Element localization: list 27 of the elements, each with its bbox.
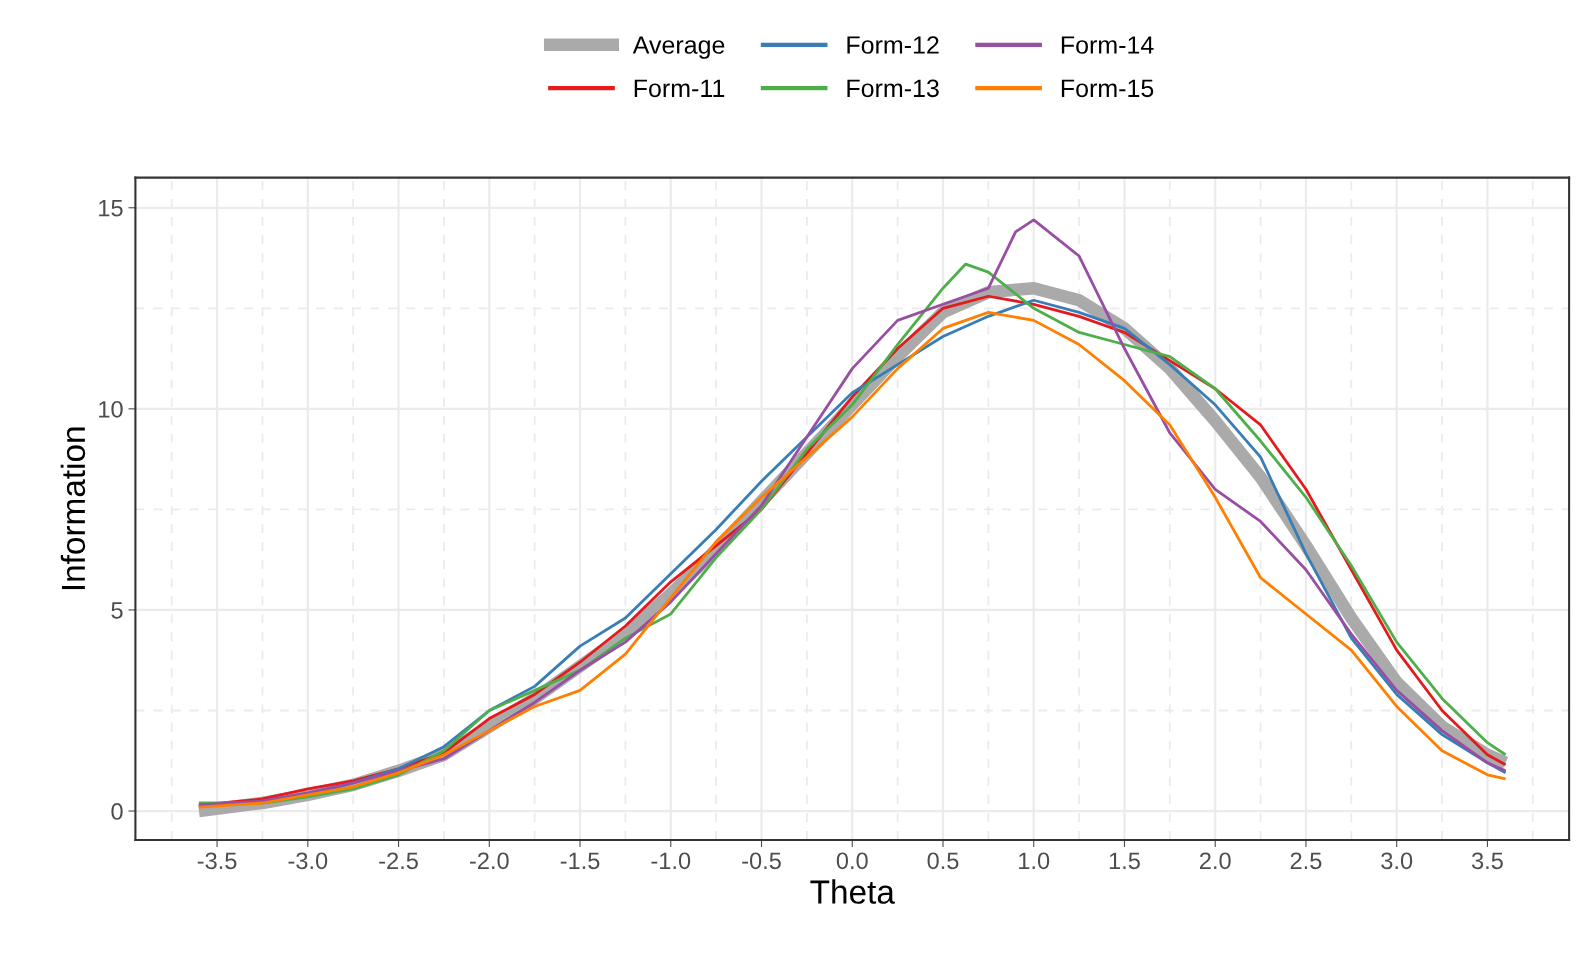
y-tick-label: 0 [111,803,123,820]
x-tick-label: 0.0 [836,852,868,870]
y-axis-title: Information [60,427,86,590]
legend-label: Form-13 [847,79,939,98]
legend-label: Average [632,36,725,59]
x-tick-label: -3.0 [288,852,328,870]
x-tick-label: 2.5 [1290,852,1322,870]
x-tick-label: 1.5 [1109,852,1140,870]
x-tick-label: 2.0 [1200,852,1231,870]
y-tick-label: 15 [99,200,123,217]
x-tick-label: -0.5 [742,852,781,870]
x-tick-label: -1.0 [651,852,691,870]
x-tick-label: -3.5 [197,852,237,870]
y-tick-label: 5 [111,602,123,619]
x-tick-label: 1.0 [1019,852,1050,870]
x-tick-label: 3.5 [1471,852,1503,870]
legend-label: Form-15 [1061,79,1154,98]
legend-label: Form-11 [634,79,725,98]
x-tick-label: -2.5 [379,852,418,870]
x-tick-label: -2.0 [470,852,509,870]
x-tick-label: -1.5 [560,852,600,870]
legend-label: Form-12 [847,36,939,54]
x-tick-label: 3.0 [1381,852,1413,870]
x-tick-label: 0.5 [927,852,959,870]
x-axis-title: Theta [810,879,895,904]
legend-label: Form-14 [1061,36,1154,54]
y-tick-label: 10 [99,400,123,418]
